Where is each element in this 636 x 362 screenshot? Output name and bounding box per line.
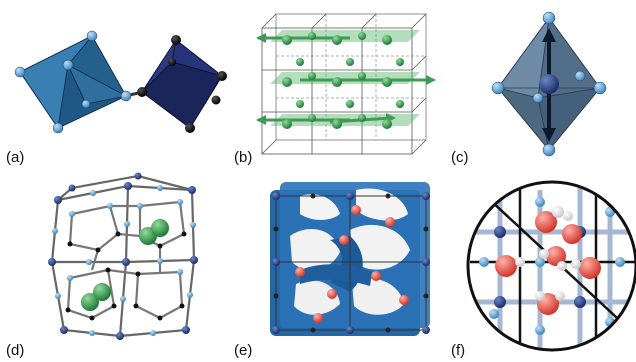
panel-e-surface xyxy=(270,182,430,336)
arrow-left xyxy=(256,33,266,43)
arrow-right xyxy=(426,75,436,85)
panel-c-octahedron xyxy=(491,11,607,157)
zoom-circle-border xyxy=(466,180,636,352)
panel-label-e: (e) xyxy=(234,342,253,359)
panel-label-d: (d) xyxy=(6,342,25,359)
water-molecule xyxy=(546,246,566,266)
water-molecule xyxy=(535,211,557,233)
arrow-down xyxy=(542,128,556,142)
water-molecule xyxy=(495,255,517,277)
panel-label-b: (b) xyxy=(234,149,253,166)
panel-label-a: (a) xyxy=(6,149,25,166)
guest-molecule xyxy=(81,293,99,311)
arrow-up xyxy=(542,28,556,42)
arrow-left xyxy=(256,115,266,125)
panel-d-framework xyxy=(50,174,196,338)
panel-b-planes xyxy=(256,30,436,126)
water-molecule xyxy=(579,257,601,279)
panel-a-octahedra xyxy=(14,30,227,134)
atom xyxy=(86,30,98,42)
panel-label-c: (c) xyxy=(451,149,469,166)
panel-d-atoms xyxy=(48,172,198,340)
panel-b-atoms xyxy=(282,32,404,129)
panel-f-closeup xyxy=(466,180,636,352)
panel-label-f: (f) xyxy=(451,342,466,359)
